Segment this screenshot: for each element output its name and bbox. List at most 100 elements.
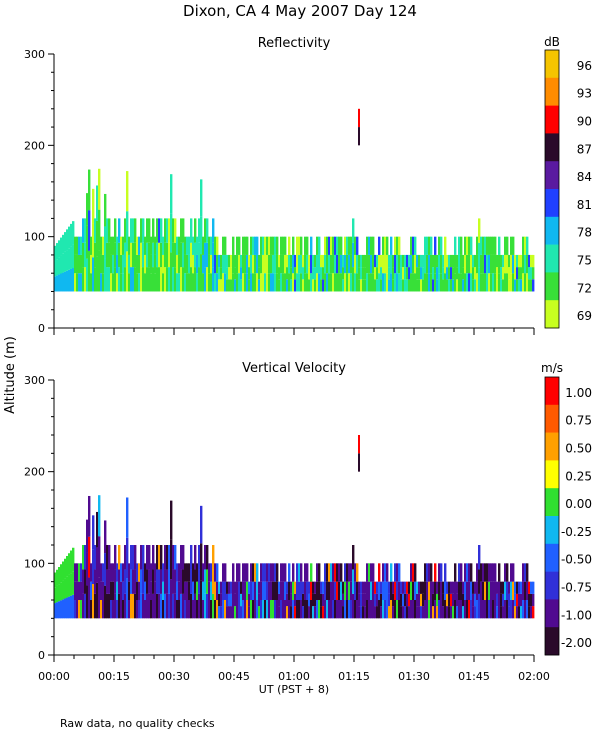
heatmap-cell (402, 254, 405, 268)
heatmap-cell (522, 563, 525, 582)
heatmap-cell (340, 563, 343, 582)
heatmap-cell (202, 600, 205, 619)
heatmap-cell (82, 242, 85, 268)
heatmap-cell (118, 569, 121, 594)
heatmap-cell (220, 606, 223, 619)
heatmap-cell (68, 553, 71, 575)
heatmap-cell (238, 563, 241, 582)
heatmap-cell (88, 536, 91, 578)
heatmap-cell (96, 582, 99, 619)
heatmap-cell (426, 254, 429, 274)
heatmap-cell (164, 218, 167, 243)
heatmap-cell (110, 581, 113, 600)
heatmap-cell (274, 273, 277, 292)
heatmap-cell (118, 218, 121, 243)
heatmap-cell (196, 600, 199, 619)
heatmap-cell (500, 267, 503, 280)
heatmap-cell (98, 577, 101, 619)
heatmap-cell (114, 593, 117, 619)
heatmap-cell (418, 267, 421, 280)
heatmap-cell (68, 596, 71, 619)
heatmap-cell (480, 563, 483, 582)
heatmap-cell (248, 606, 251, 619)
heatmap-cell (388, 267, 391, 280)
heatmap-cell (136, 236, 139, 255)
heatmap-cell (84, 242, 87, 268)
heatmap-cell (56, 602, 59, 619)
heatmap-cell (148, 569, 151, 594)
heatmap-cell (414, 600, 417, 619)
heatmap-cell (146, 569, 149, 594)
heatmap-cell (306, 600, 309, 619)
heatmap-cell (238, 600, 241, 619)
heatmap-cell (488, 273, 491, 292)
heatmap-cell (266, 273, 269, 292)
heatmap-cell (448, 581, 451, 594)
heatmap-cell (232, 581, 235, 600)
heatmap-cell (504, 600, 507, 619)
heatmap-cell (182, 267, 185, 292)
heatmap-cell (428, 600, 431, 619)
heatmap-cell (118, 267, 121, 292)
heatmap-cell (190, 218, 193, 243)
x-tick-label: 00:15 (98, 670, 130, 683)
heatmap-cell (476, 600, 479, 619)
heatmap-cell (376, 279, 379, 292)
x-tick-label: 01:00 (278, 670, 310, 683)
heatmap-cell (54, 603, 57, 619)
heatmap-cell (512, 600, 515, 619)
heatmap-cell (78, 236, 81, 255)
heatmap-cell (318, 581, 321, 600)
heatmap-cell (162, 273, 165, 292)
heatmap-cell (494, 581, 497, 600)
heatmap-cell (356, 600, 359, 619)
heatmap-cell (232, 254, 235, 274)
heatmap-cell (256, 254, 259, 274)
heatmap-cell (438, 600, 441, 619)
heatmap-cell (94, 593, 97, 619)
heatmap-cell (116, 273, 119, 292)
heatmap-cell (372, 563, 375, 582)
heatmap-cell (376, 254, 379, 268)
reflectivity-heatmap (54, 108, 535, 292)
heatmap-cell (492, 563, 495, 582)
heatmap-cell (286, 593, 289, 607)
heatmap-cell (278, 254, 281, 268)
heatmap-cell (456, 581, 459, 594)
heatmap-cell (490, 254, 493, 274)
heatmap-cell (138, 581, 141, 600)
heatmap-cell (316, 563, 319, 582)
heatmap-cell (64, 232, 67, 252)
heatmap-cell (362, 267, 365, 280)
heatmap-cell (264, 600, 267, 619)
heatmap-cell (476, 563, 479, 582)
heatmap-cell (126, 497, 129, 538)
heatmap-cell (120, 563, 123, 582)
heatmap-cell (418, 279, 421, 292)
heatmap-cell (396, 254, 399, 274)
heatmap-cell (488, 581, 491, 600)
heatmap-cell (114, 218, 117, 243)
heatmap-cell (382, 581, 385, 600)
heatmap-cell (148, 593, 151, 619)
heatmap-cell (218, 267, 221, 280)
heatmap-cell (416, 606, 419, 619)
heatmap-cell (134, 545, 137, 570)
heatmap-cell (332, 581, 335, 600)
heatmap-cell (446, 254, 449, 268)
heatmap-cell (126, 211, 129, 252)
heatmap-cell (408, 254, 411, 268)
heatmap-cell (516, 593, 519, 607)
heatmap-cell (228, 279, 231, 292)
heatmap-cell (192, 563, 195, 582)
heatmap-cell (138, 236, 141, 255)
heatmap-cell (136, 563, 139, 582)
heatmap-cell (458, 563, 461, 582)
heatmap-cell (240, 267, 243, 280)
heatmap-cell (96, 511, 99, 548)
heatmap-cell (468, 254, 471, 274)
heatmap-cell (294, 581, 297, 594)
heatmap-cell (288, 254, 291, 274)
heatmap-cell (186, 254, 189, 274)
